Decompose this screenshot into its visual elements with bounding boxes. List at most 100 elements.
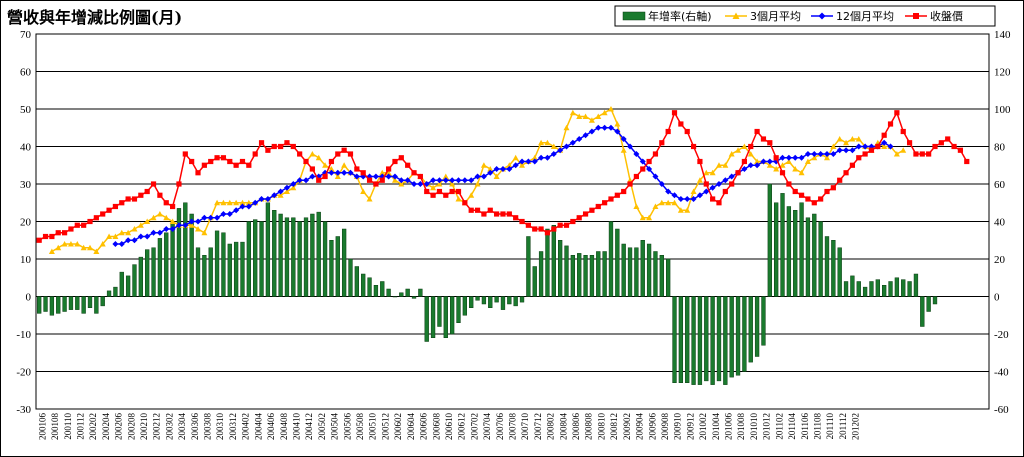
right-tick-label: 20: [994, 254, 1006, 266]
point-close: [309, 166, 315, 172]
x-tick-label: 201102: [774, 413, 784, 440]
bar-yoy: [488, 296, 493, 308]
point-12m-avg: [766, 158, 773, 165]
point-close: [182, 151, 188, 157]
point-12m-avg: [620, 136, 627, 142]
point-12m-avg: [163, 226, 170, 232]
point-close: [906, 140, 913, 146]
bar-yoy: [659, 255, 664, 297]
point-12m-avg: [239, 203, 246, 210]
point-3m-avg: [766, 162, 773, 168]
bar-yoy: [824, 236, 830, 297]
point-12m-avg: [792, 154, 799, 161]
x-tick-label: 201004: [711, 413, 721, 441]
bar-yoy: [145, 249, 150, 297]
x-tick-label: 200212: [152, 413, 162, 440]
point-3m-avg: [112, 233, 119, 239]
x-tick-label: 200206: [114, 413, 124, 441]
point-3m-avg: [245, 199, 252, 206]
point-close: [68, 226, 74, 232]
point-close: [951, 143, 957, 150]
x-tick-label: 200402: [241, 413, 251, 440]
bar-yoy: [678, 296, 684, 383]
x-tick-label: 200704: [482, 413, 492, 441]
point-close: [703, 181, 709, 187]
bar-yoy: [233, 241, 239, 297]
bar-yoy: [68, 296, 74, 310]
point-close: [208, 158, 214, 165]
point-close: [678, 121, 684, 127]
point-3m-avg: [283, 188, 290, 194]
point-close: [468, 207, 474, 213]
point-12m-avg: [830, 151, 837, 157]
left-tick-label: -30: [16, 404, 31, 416]
point-12m-avg: [601, 124, 608, 131]
point-close: [227, 158, 233, 165]
point-3m-avg: [601, 109, 608, 116]
point-3m-avg: [226, 199, 233, 206]
point-12m-avg: [843, 147, 850, 154]
point-close: [837, 177, 843, 183]
line-layer: [36, 106, 970, 254]
x-tick-label: 201006: [724, 413, 734, 441]
point-close: [938, 140, 944, 146]
point-3m-avg: [677, 207, 684, 213]
point-close: [862, 151, 868, 157]
x-tick-label: 201110: [825, 413, 835, 440]
point-12m-avg: [156, 229, 163, 236]
bar-yoy: [920, 296, 925, 327]
bar-yoy: [685, 296, 690, 383]
point-12m-avg: [290, 181, 297, 187]
point-3m-avg: [93, 248, 100, 254]
point-12m-avg: [519, 158, 526, 165]
point-close: [595, 203, 601, 210]
point-3m-avg: [290, 184, 297, 191]
bar-yoy: [532, 266, 537, 297]
bar-yoy: [380, 281, 385, 297]
point-3m-avg: [747, 151, 754, 157]
bar-yoy: [367, 277, 372, 297]
point-3m-avg: [563, 124, 570, 131]
bar-yoy: [812, 213, 817, 297]
point-close: [74, 222, 80, 228]
point-12m-avg: [175, 222, 182, 229]
bar-yoy: [291, 217, 296, 297]
point-3m-avg: [366, 196, 373, 202]
point-close: [81, 222, 87, 228]
bar-yoy: [831, 240, 836, 297]
point-3m-avg: [474, 181, 481, 187]
point-close: [214, 155, 220, 161]
legend: 年增率(右軸) 3個月平均 12個月平均 收盤價: [614, 5, 996, 27]
bar-yoy: [227, 243, 232, 297]
bar-yoy: [862, 286, 868, 297]
bar-yoy: [157, 238, 163, 297]
point-12m-avg: [538, 154, 545, 161]
point-12m-avg: [404, 177, 411, 184]
bar-yoy: [106, 290, 112, 297]
bar-yoy: [481, 296, 487, 305]
x-tick-label: 200504: [330, 413, 340, 441]
bar-yoy: [691, 296, 696, 385]
bar-yoy: [443, 296, 448, 338]
point-12m-avg: [309, 173, 316, 180]
point-3m-avg: [671, 199, 678, 206]
point-3m-avg: [741, 143, 748, 149]
point-close: [150, 181, 157, 187]
right-tick-label: 140: [994, 29, 1011, 41]
point-close: [913, 151, 919, 157]
bar-yoy: [888, 281, 893, 297]
bar-yoy: [932, 296, 938, 305]
point-close: [354, 166, 360, 172]
point-12m-avg: [411, 181, 418, 187]
point-close: [106, 207, 112, 213]
point-3m-avg: [67, 241, 74, 247]
x-tick-label: 201012: [762, 413, 772, 440]
point-3m-avg: [99, 241, 106, 247]
point-3m-avg: [690, 188, 697, 194]
x-tick-label: 201010: [749, 413, 759, 441]
point-close: [843, 170, 849, 176]
point-close: [525, 222, 531, 228]
left-tick-label: 0: [26, 292, 32, 304]
right-tick-label: -40: [994, 367, 1009, 379]
